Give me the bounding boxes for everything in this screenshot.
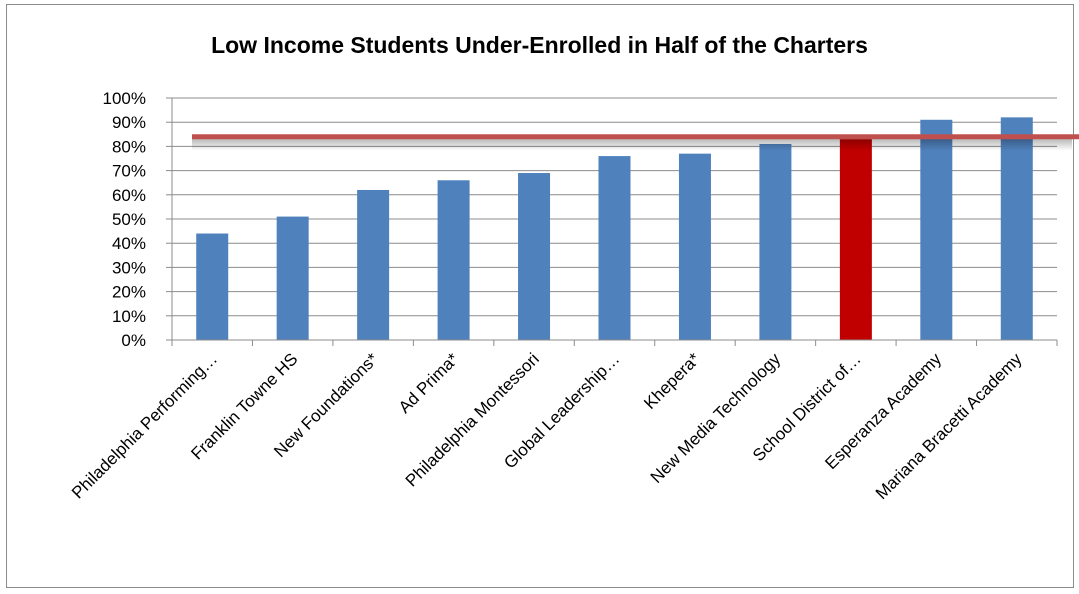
bar [1000,117,1033,340]
bar [598,156,631,340]
x-category-label: Philadelphia Montessori [402,349,543,490]
y-tick-label: 70% [112,162,146,181]
reference-line-group [192,134,1079,151]
y-tick-label: 20% [112,283,146,302]
y-tick-label: 0% [121,331,146,350]
y-tick-label: 60% [112,186,146,205]
y-tick-label: 40% [112,234,146,253]
x-category-label: Philadelphia Performing… [68,349,221,502]
bar [196,233,229,340]
bar [518,173,551,340]
y-axis-ticks: 0% 10% 20% 30% 40% 50% 60% 70% 80% 90% 100% [103,89,172,350]
bar [759,143,792,340]
bar [920,119,953,340]
bar-highlight [839,139,872,340]
y-tick-label: 50% [112,210,146,229]
reference-line-shadow [192,138,1072,151]
bar [678,153,711,340]
x-category-label: New Media Technology [647,349,785,487]
chart-title: Low Income Students Under-Enrolled in Ha… [211,32,868,58]
x-category-label: Mariana Bracetti Academy [872,349,1026,503]
bar [276,216,309,340]
bar [357,189,390,340]
x-axis-labels: Philadelphia Performing…Franklin Towne H… [68,349,1026,503]
bars [196,117,1033,340]
y-tick-label: 30% [112,258,146,277]
x-category-label: Khepera* [640,349,704,413]
y-tick-label: 90% [112,113,146,132]
y-tick-label: 100% [103,89,146,108]
axes [171,98,1058,346]
bar [437,180,470,340]
y-tick-label: 10% [112,307,146,326]
x-category-label: Ad Prima* [395,349,463,417]
y-tick-label: 80% [112,137,146,156]
